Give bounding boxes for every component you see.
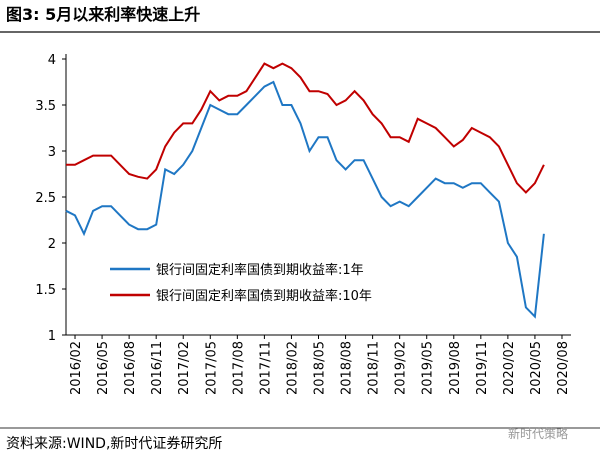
x-tick-label: 2016/02 [69,341,84,395]
x-tick-label: 2016/11 [150,341,165,395]
y-tick-label: 2.5 [35,191,56,206]
x-tick-label: 2017/11 [258,341,273,395]
x-tick-label: 2016/05 [96,341,111,395]
legend-label: 银行间固定利率国债到期收益率:1年 [156,262,364,278]
legend-label: 银行间固定利率国债到期收益率:10年 [156,288,372,304]
x-tick-label: 2019/05 [421,341,436,395]
x-tick-label: 2019/11 [475,341,490,395]
x-tick-label: 2019/02 [394,341,409,395]
y-tick-label: 3 [48,145,56,160]
series-line [66,62,545,194]
y-tick-label: 2 [48,237,56,252]
x-tick-label: 2020/05 [529,341,544,395]
x-tick-label: 2019/08 [448,341,463,395]
x-tick-label: 2016/08 [123,341,138,395]
x-tick-label: 2020/02 [502,341,517,395]
series-line [65,80,545,319]
y-tick-label: 4 [48,53,56,68]
x-tick-label: 2017/08 [231,341,246,395]
x-tick-label: 2017/02 [177,341,192,395]
chart-title: 图3: 5月以来利率快速上升 [6,5,200,24]
x-tick-label: 2020/08 [556,341,571,395]
x-tick-label: 2017/05 [204,341,219,395]
x-tick-label: 2018/08 [340,341,355,395]
watermark: 新时代策略 [508,426,568,441]
y-tick-label: 1 [48,329,56,344]
x-tick-label: 2018/02 [285,341,300,395]
x-tick-label: 2018/05 [313,341,328,395]
source: 资料来源:WIND,新时代证券研究所 [6,436,222,452]
x-tick-label: 2018/11 [367,341,382,395]
y-tick-label: 3.5 [35,99,56,114]
y-tick-label: 1.5 [35,283,56,298]
